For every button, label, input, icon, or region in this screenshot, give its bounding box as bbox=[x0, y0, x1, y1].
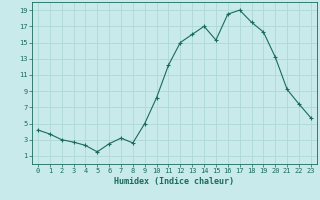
X-axis label: Humidex (Indice chaleur): Humidex (Indice chaleur) bbox=[115, 177, 234, 186]
